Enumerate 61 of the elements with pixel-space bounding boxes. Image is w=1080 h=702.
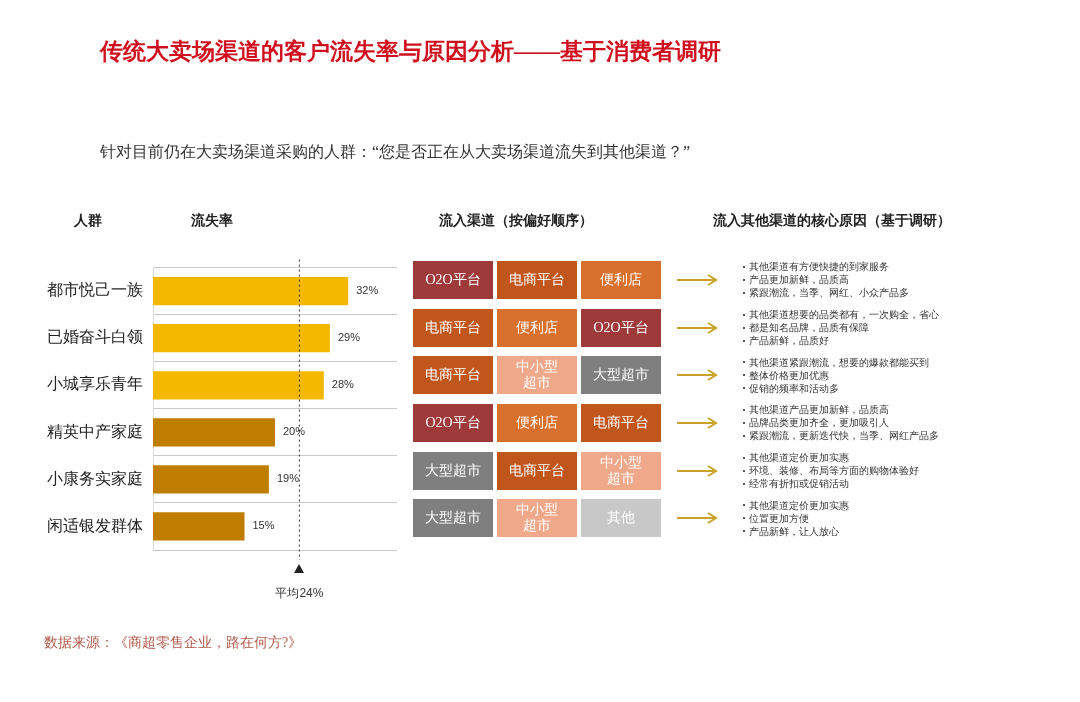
data-label: 32% <box>356 284 379 297</box>
text: O2O平台 <box>581 308 661 347</box>
y-tick-label: 闲适银发群体 <box>47 516 143 534</box>
text: 产品新鲜，品质好 <box>749 334 829 348</box>
text: 产品新鲜，让人放心 <box>749 524 839 538</box>
text: 流入渠道（按偏好顺序） <box>439 212 593 230</box>
text: 紧跟潮流，当季、网红、小众产品多 <box>749 286 909 300</box>
text: 位置更加方便 <box>749 511 809 525</box>
text: 经常有折扣或促销活动 <box>749 477 849 491</box>
bar <box>153 418 275 447</box>
text: 便利店 <box>497 403 577 442</box>
text: 中小型超市 <box>497 499 577 538</box>
bar <box>153 371 324 400</box>
text: 中小型超市 <box>581 451 661 490</box>
text: 整体价格更加优惠 <box>749 368 829 382</box>
ref-line-label: 平均24% <box>275 586 324 601</box>
source-note: 数据来源：《商超零售企业，路在何方?》 <box>44 634 303 652</box>
text: 大型超市 <box>413 499 493 538</box>
y-axis-title: 人群 <box>74 212 102 230</box>
text: 其他渠道定价更加实惠 <box>749 451 849 465</box>
text: 品牌品类更加齐全，更加吸引人 <box>749 416 889 430</box>
text: 其他渠道定价更加实惠 <box>749 498 849 512</box>
bar <box>153 512 245 541</box>
text: 其他渠道产品更加新鲜，品质高 <box>749 403 889 417</box>
data-label: 20% <box>283 425 306 438</box>
bar <box>153 277 349 306</box>
text: 其他渠道紧跟潮流，想要的爆款都能买到 <box>749 355 929 369</box>
text: 环境、装修、布局等方面的购物体验好 <box>749 464 919 478</box>
y-tick-label: 小康务实家庭 <box>47 469 143 487</box>
text: O2O平台 <box>413 403 493 442</box>
text: 大型超市 <box>413 451 493 490</box>
text: 紧跟潮流，更新迭代快，当季、网红产品多 <box>749 429 939 443</box>
text: 中小型超市 <box>497 356 577 395</box>
data-label: 19% <box>276 472 300 485</box>
text: O2O平台 <box>413 260 493 299</box>
y-tick-label: 都市悦己一族 <box>47 281 143 299</box>
text: 产品更加新鲜，品质高 <box>749 273 849 287</box>
y-tick-label: 精英中产家庭 <box>47 422 143 440</box>
text: 流入其他渠道的核心原因（基于调研） <box>713 212 951 230</box>
text: 都是知名品牌，品质有保障 <box>749 321 869 335</box>
bar <box>153 465 269 494</box>
text: 电商平台 <box>581 403 661 442</box>
text: 便利店 <box>497 308 577 347</box>
text: 其他渠道有方便快捷的到家服务 <box>749 260 889 274</box>
text: 电商平台 <box>497 260 577 299</box>
bar <box>153 324 330 353</box>
text: 电商平台 <box>413 356 493 395</box>
y-tick-label: 已婚奋斗白领 <box>47 328 143 346</box>
data-label: 15% <box>252 519 275 532</box>
x-axis-title: 流失率 <box>191 212 233 230</box>
text: 大型超市 <box>581 356 661 395</box>
text: 电商平台 <box>413 308 493 347</box>
data-label: 28% <box>331 378 355 391</box>
chart-subtitle: 针对目前仍在大卖场渠道采购的人群：“您是否正在从大卖场渠道流失到其他渠道？” <box>100 142 691 162</box>
text: 便利店 <box>581 260 661 299</box>
text: 其他渠道想要的品类都有，一次购全，省心 <box>749 308 939 322</box>
y-tick-label: 小城享乐青年 <box>47 375 143 393</box>
data-label: 29% <box>337 331 361 344</box>
text: 促销的频率和活动多 <box>749 381 839 395</box>
text: 电商平台 <box>497 451 577 490</box>
chart-title: 传统大卖场渠道的客户流失率与原因分析——基于消费者调研 <box>100 38 721 66</box>
